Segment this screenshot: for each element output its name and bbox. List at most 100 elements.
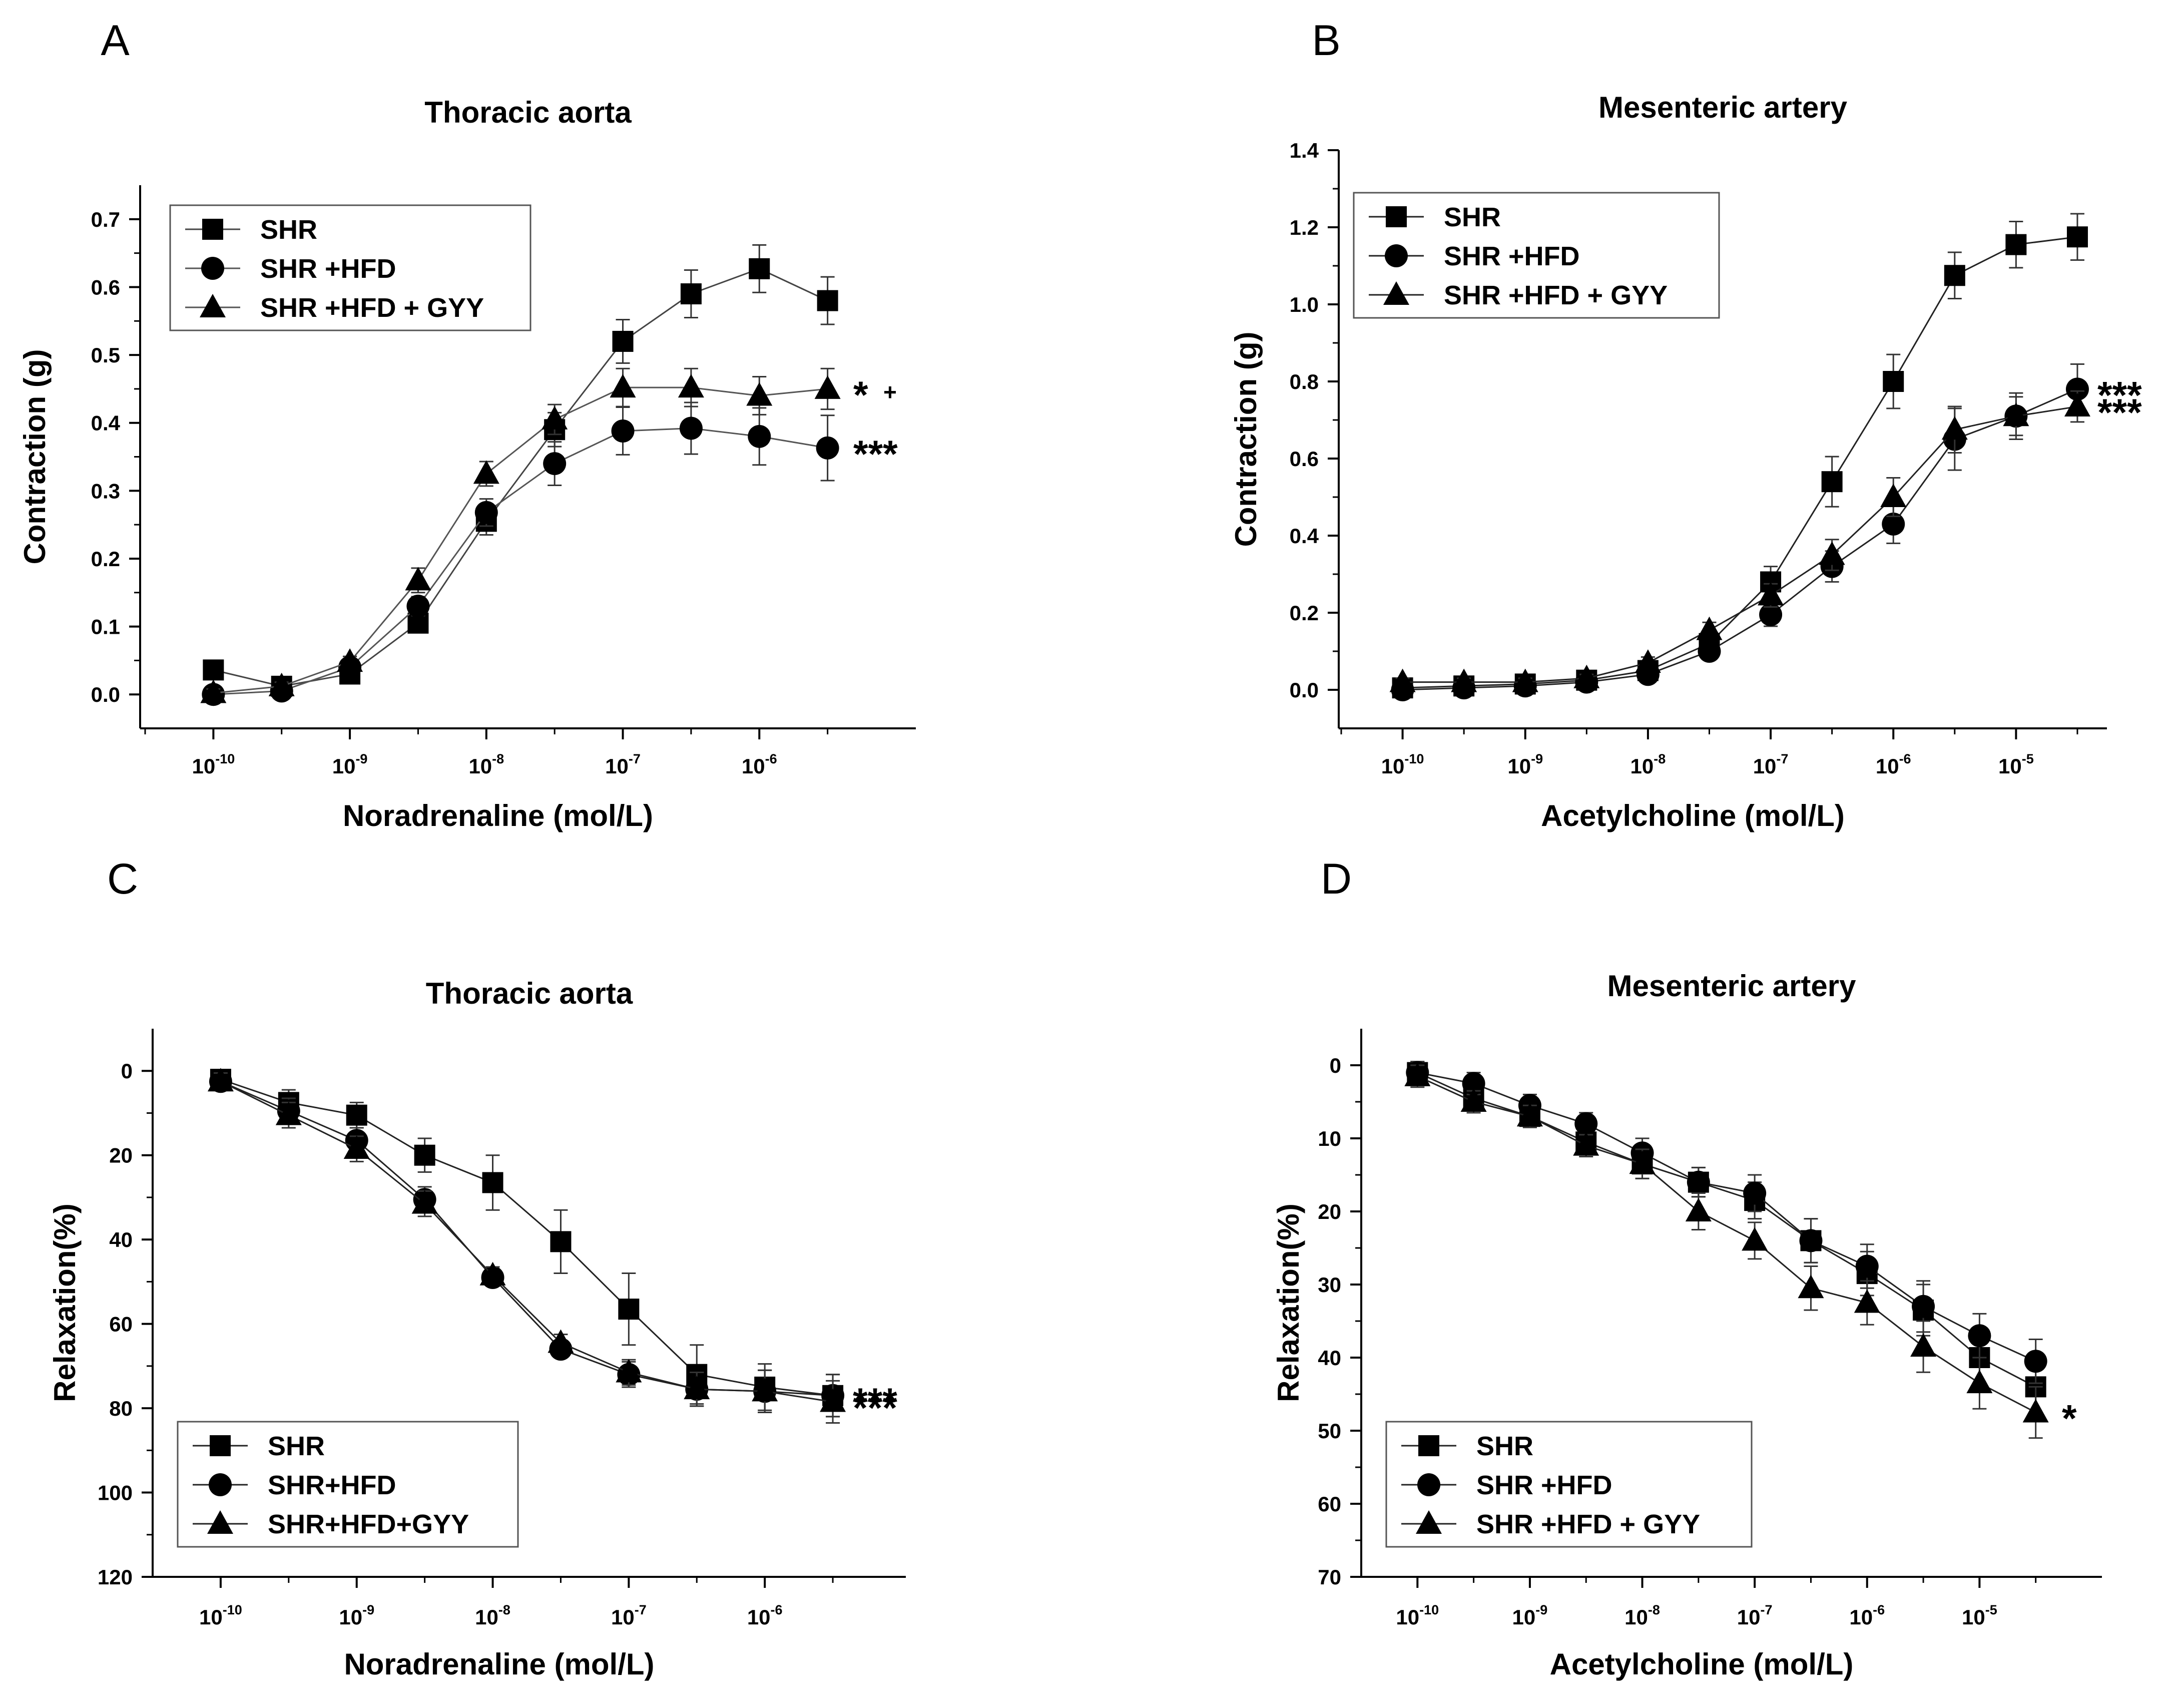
series-square: [210, 1069, 844, 1418]
data-point: [2024, 1350, 2047, 1373]
data-point: [2022, 1399, 2049, 1423]
y-tick-label: 70: [1318, 1565, 1341, 1589]
data-point: [1798, 1275, 1824, 1299]
x-tick-label: 10-10: [192, 751, 235, 778]
legend: SHR SHR +HFD SHR +HFD + GYY: [1353, 192, 1720, 319]
data-point: [1944, 265, 1965, 286]
data-point: [405, 567, 431, 591]
data-point: [1742, 1227, 1768, 1251]
data-point: [1389, 668, 1416, 692]
significance-annotation: ***: [853, 433, 898, 476]
data-point: [1854, 1289, 1880, 1313]
x-tick-label: 10-9: [1512, 1602, 1548, 1629]
data-point: [1629, 1150, 1656, 1174]
data-point: [1574, 1112, 1598, 1135]
panel-letter: B: [1312, 17, 1340, 65]
legend-label: SHR: [268, 1431, 325, 1461]
panel-letter: A: [101, 17, 130, 65]
y-tick-label: 0: [121, 1059, 133, 1083]
y-tick-label: 0: [1330, 1054, 1341, 1077]
data-point: [1819, 541, 1845, 565]
data-point: [752, 1378, 778, 1402]
legend: SHR SHR+HFD SHR+HFD+GYY: [177, 1421, 519, 1548]
legend-label: SHR: [1476, 1431, 1533, 1461]
y-tick-label: 0.2: [1290, 601, 1319, 625]
significance-annotation: *: [853, 374, 868, 416]
series-line: [1402, 388, 2078, 691]
data-point: [1912, 1295, 1935, 1318]
data-point: [550, 1231, 572, 1252]
data-point: [203, 659, 224, 681]
x-tick-label: 10-8: [1624, 1602, 1660, 1629]
x-tick-label: 10-8: [1630, 751, 1666, 778]
panel-a: A Thoracic aorta 0.0 0.1 0.2 0.3 0.4 0.5 0.6 0.7 1…: [18, 17, 916, 832]
x-axis-label: Noradrenaline (mol/L): [343, 799, 653, 832]
data-point: [343, 1135, 370, 1159]
significance-annotation: ***: [853, 1387, 897, 1429]
legend-label: SHR +HFD + GYY: [1476, 1509, 1700, 1539]
series-line: [1417, 1072, 2036, 1362]
data-point: [479, 1261, 506, 1286]
data-point: [1855, 1254, 1879, 1278]
y-tick-label: 80: [109, 1397, 133, 1420]
series-triangle: [1404, 1062, 2049, 1439]
data-point: [548, 1329, 574, 1353]
x-tick-label: 10-8: [475, 1602, 510, 1629]
x-tick-label: 10-6: [1849, 1602, 1885, 1629]
panel-b: B Mesenteric artery 0.0 0.2 0.4 0.6 0.8 1.0 1.2 1…: [1229, 17, 2142, 832]
legend-label: SHR: [1444, 202, 1501, 232]
legend-label: SHR +HFD: [1444, 241, 1580, 271]
y-tick-label: 10: [1318, 1127, 1341, 1150]
x-tick-label: 10-6: [747, 1602, 783, 1629]
legend-marker-square: [202, 219, 223, 240]
y-tick-label: 20: [1318, 1200, 1341, 1223]
y-tick-label: 0.6: [91, 275, 120, 299]
y-tick-label: 1.2: [1290, 216, 1319, 239]
y-tick-label: 0.5: [91, 343, 120, 367]
legend-marker-circle: [1385, 244, 1408, 267]
series-triangle: [207, 1068, 846, 1424]
y-tick-label: 60: [1318, 1492, 1341, 1516]
x-tick-label: 10-10: [1396, 1602, 1439, 1629]
legend-label: SHR+HFD+GYY: [268, 1509, 469, 1539]
series-square: [1407, 1061, 2046, 1413]
data-point: [1512, 668, 1538, 692]
data-point: [1758, 582, 1784, 606]
series-circle: [202, 401, 839, 706]
data-point: [268, 672, 295, 696]
data-point: [610, 374, 636, 398]
data-point: [616, 1359, 642, 1383]
series-line: [213, 428, 828, 695]
data-point: [816, 436, 839, 460]
data-point: [1821, 471, 1843, 493]
legend-label: SHR +HFD + GYY: [260, 293, 484, 323]
legend-marker-square: [1386, 206, 1407, 227]
x-tick-label: 10-5: [1962, 1602, 1997, 1629]
y-tick-label: 100: [98, 1481, 133, 1505]
y-tick-label: 0.1: [91, 615, 120, 639]
data-point: [1634, 649, 1661, 673]
x-tick-label: 10-7: [1737, 1602, 1773, 1629]
panel-letter: C: [107, 855, 138, 903]
significance-annotation-small: +: [883, 379, 897, 405]
data-point: [2065, 377, 2089, 401]
legend-marker-circle: [209, 1473, 232, 1496]
x-tick-label: 10-10: [199, 1602, 242, 1629]
data-point: [1880, 484, 1907, 507]
x-tick-label: 10-9: [339, 1602, 374, 1629]
y-tick-label: 60: [109, 1313, 133, 1336]
y-tick-label: 20: [109, 1144, 133, 1167]
panel-d: D Mesenteric artery 0 10 20 30 40 50 60 70 10-10 10…: [1272, 855, 2102, 1681]
x-tick-label: 10-8: [468, 751, 504, 778]
data-point: [406, 594, 430, 618]
y-tick-label: 120: [98, 1565, 133, 1589]
data-point: [1573, 664, 1600, 688]
x-tick-label: 10-10: [1381, 751, 1424, 778]
data-point: [1696, 616, 1723, 640]
legend-marker-triangle: [200, 294, 226, 317]
series-line: [213, 386, 828, 694]
legend-marker-circle: [1417, 1473, 1440, 1496]
series-triangle: [200, 367, 841, 703]
series-circle: [1391, 363, 2089, 701]
data-point: [679, 416, 703, 440]
